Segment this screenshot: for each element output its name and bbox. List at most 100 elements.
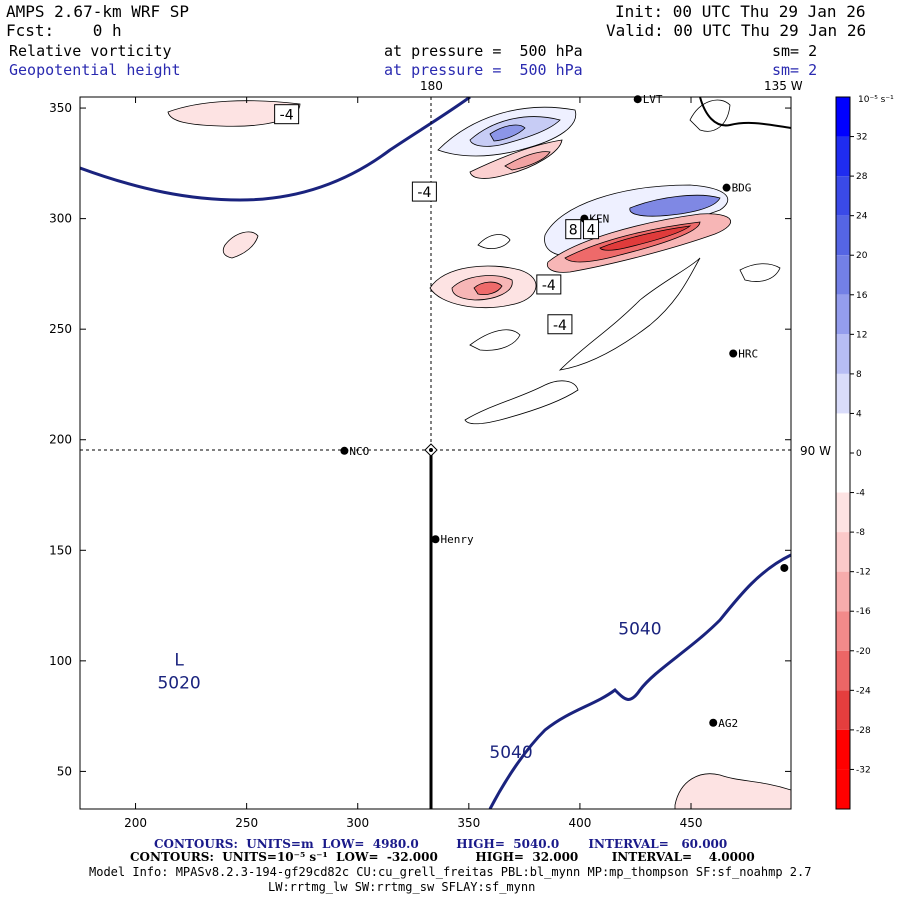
- colorbar-tick-label: 4: [856, 409, 862, 419]
- field2-smoothing: sm= 2: [772, 61, 818, 79]
- geopotential-label: 5040: [489, 743, 532, 763]
- colorbar-segment: [836, 413, 850, 453]
- x-tick-label: 450: [680, 816, 703, 830]
- vorticity-label-box: [411, 181, 437, 202]
- vorticity-contour-strand-2: [464, 380, 579, 425]
- colorbar-tick-label: 20: [856, 251, 868, 261]
- vorticity-blob-lower-3: [473, 281, 503, 295]
- valid-time: Valid: 00 UTC Thu 29 Jan 26: [606, 21, 867, 40]
- station-label: AG2: [718, 717, 738, 730]
- low-center-value: 5020: [157, 673, 200, 693]
- plot-frame: [79, 96, 792, 810]
- colorbar-segment: [836, 571, 850, 612]
- colorbar-segment: [836, 294, 850, 335]
- colorbar-tick-label: 32: [856, 133, 867, 143]
- colorbar-segment: [836, 373, 850, 414]
- station-marker: [633, 95, 642, 104]
- station-label: Henry: [441, 533, 474, 546]
- footer-contours-geopotential: CONTOURS: UNITS=m LOW= 4980.0 HIGH= 5040…: [154, 837, 728, 851]
- contour-labels-layer: -4 -4 -4 -4 8 4 5040 5040 L 5020: [157, 104, 662, 763]
- colorbar-segment: [836, 532, 850, 572]
- init-time: Init: 00 UTC Thu 29 Jan 26: [615, 2, 866, 21]
- field2-name: Geopotential height: [9, 61, 181, 79]
- colorbar: 32 28 24 20 16 12 8 4 0 -4 -8 -12 -16 -20 -24 -28 -32: [835, 96, 871, 810]
- x-tick-label: 250: [235, 816, 258, 830]
- y-tick-label: 100: [49, 654, 72, 668]
- crosshair-marker: [424, 443, 438, 457]
- negative-vorticity-bottom-right: [674, 773, 791, 809]
- colorbar-tick-label: 0: [856, 449, 862, 459]
- field1-name: Relative vorticity: [9, 42, 172, 60]
- axes: 200 250 300 350 400 450 50 100 150 200 250 300 350: [49, 97, 791, 830]
- station-marker: [709, 718, 718, 727]
- field2-level: at pressure = 500 hPa: [384, 61, 583, 79]
- vorticity-label-box: [274, 104, 300, 125]
- vorticity-contour-strand-4: [477, 234, 511, 250]
- colorbar-segment: [836, 453, 850, 493]
- colorbar-unit: 10⁻⁵ s⁻¹: [858, 95, 894, 105]
- colorbar-segment: [836, 215, 850, 256]
- vorticity-label: -4: [417, 185, 431, 201]
- station-label: LVT: [643, 93, 663, 106]
- footer-model-info-2: LW:rrtmg_lw SW:rrtmg_sw SFLAY:sf_mynn: [268, 880, 536, 894]
- colorbar-segment: [836, 650, 850, 691]
- colorbar-segment: [836, 769, 850, 809]
- vorticity-label: 4: [587, 223, 596, 239]
- y-tick-label: 150: [49, 543, 72, 557]
- colorbar-tick-label: 28: [856, 172, 868, 182]
- colorbar-tick-label: 16: [856, 291, 868, 301]
- vorticity-label: -4: [280, 108, 294, 124]
- colorbar-segment: [836, 176, 850, 216]
- vorticity-label-box: [583, 219, 600, 240]
- colorbar-tick-label: 24: [856, 212, 868, 222]
- x-tick-label: 400: [568, 816, 591, 830]
- x-tick-label: 200: [124, 816, 147, 830]
- station-marker: [729, 349, 738, 358]
- vorticity-contour-strand-6: [739, 263, 781, 282]
- station-marker: [431, 535, 440, 544]
- negative-vorticity-small: [222, 231, 259, 259]
- meridian-label-135w: 135 W: [764, 79, 803, 93]
- coastline-top-right: [699, 97, 791, 129]
- vorticity-label-box: [536, 274, 562, 295]
- colorbar-tick-label: 8: [856, 370, 862, 380]
- footer-model-info: Model Info: MPASv8.2.3-194-gf29cd82c CU:…: [89, 865, 812, 879]
- colorbar-segment: [836, 97, 850, 137]
- vorticity-label: -4: [542, 278, 556, 294]
- meridian-label-90w: 90 W: [800, 444, 831, 458]
- vorticity-band-mid-pos: [629, 194, 721, 217]
- vorticity-band-upper-neg2: [504, 151, 551, 171]
- vorticity-band-mid-neg3: [599, 225, 692, 251]
- colorbar-tick-label: -16: [856, 607, 871, 617]
- vorticity-contour-strand-1: [558, 257, 701, 371]
- y-tick-label: 50: [57, 764, 72, 778]
- geopotential-label: 5040: [618, 619, 661, 639]
- station-marker: [780, 563, 789, 572]
- vorticity-label-box: [547, 314, 573, 335]
- x-tick-label: 300: [346, 816, 369, 830]
- x-tick-label: 350: [457, 816, 480, 830]
- y-tick-label: 200: [49, 433, 72, 447]
- colorbar-segment: [836, 729, 850, 770]
- station-label: HRC: [738, 347, 758, 360]
- station-label: NCO: [349, 445, 369, 458]
- geopotential-contour-5040: [488, 553, 791, 809]
- vorticity-contour-strand-5: [689, 99, 731, 132]
- colorbar-tick-label: -20: [856, 647, 871, 657]
- geopotential-contour-arc: [80, 97, 471, 202]
- y-tick-label: 300: [49, 212, 72, 226]
- colorbar-segment: [836, 492, 850, 533]
- colorbar-segment: [836, 255, 850, 295]
- vorticity-contour-strand-3: [469, 329, 521, 351]
- field1-level: at pressure = 500 hPa: [384, 42, 583, 60]
- y-tick-label: 250: [49, 322, 72, 336]
- colorbar-segment: [836, 611, 850, 651]
- footer-contours-vorticity: CONTOURS: UNITS=10⁻⁵ s⁻¹ LOW= -32.000 HI…: [130, 850, 755, 864]
- shaded-field: [80, 97, 791, 809]
- station-marker: [340, 446, 349, 455]
- colorbar-tick-label: -24: [856, 686, 871, 696]
- colorbar-tick-label: -8: [856, 528, 865, 538]
- meridian-label-180: 180: [420, 79, 443, 93]
